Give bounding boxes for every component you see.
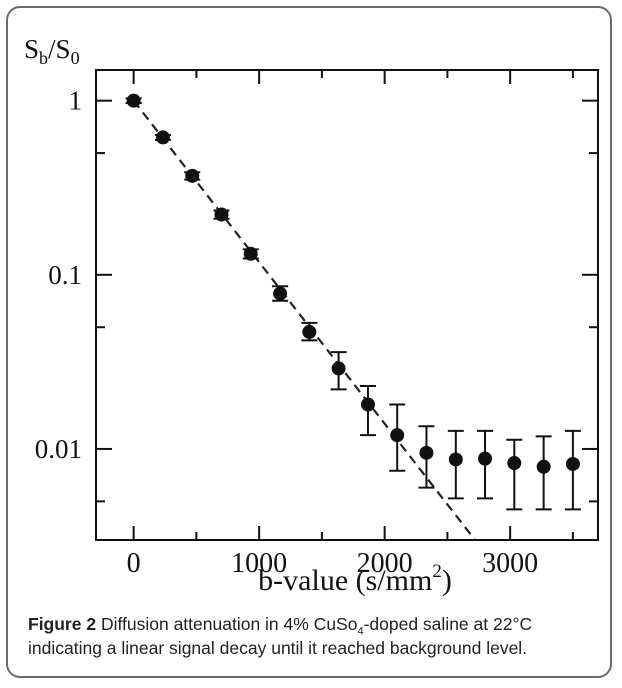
- plot-area: 0 1000 2000 3000 1 0.1 0.01: [35, 69, 599, 579]
- data-point: [302, 324, 317, 339]
- y-axis-label: Sb/S0: [24, 34, 80, 68]
- data-point: [243, 246, 258, 261]
- data-point: [155, 130, 170, 145]
- data-point: [360, 397, 375, 412]
- data-point: [126, 93, 141, 108]
- caption-text-2: -doped saline at 22°C indicating a linea…: [28, 614, 533, 658]
- x-tick-label: 1000: [231, 548, 287, 579]
- data-point: [214, 207, 229, 222]
- data-point: [448, 452, 463, 467]
- data-point: [565, 456, 580, 471]
- data-point: [185, 168, 200, 183]
- x-tick-label: 3000: [482, 548, 538, 579]
- caption-label: Figure 2: [28, 614, 97, 634]
- data-point: [390, 428, 405, 443]
- data-point: [478, 451, 493, 466]
- x-tick-label: 2000: [357, 548, 413, 579]
- x-tick-label: 0: [127, 548, 141, 579]
- y-tick-label: 0.01: [35, 434, 82, 464]
- figure-caption: Figure 2 Diffusion attenuation in 4% CuS…: [28, 612, 598, 660]
- y-tick-label: 1: [69, 86, 83, 116]
- data-point: [331, 361, 346, 376]
- caption-subscript: 4: [357, 625, 364, 638]
- y-tick-label: 0.1: [48, 260, 82, 290]
- data-point: [536, 459, 551, 474]
- caption-text-1: Diffusion attenuation in 4% CuSo: [96, 614, 358, 634]
- fit-line: [132, 99, 476, 541]
- data-point: [507, 456, 522, 471]
- data-point: [419, 445, 434, 460]
- figure-frame: [6, 6, 612, 678]
- plot-frame: [95, 69, 599, 541]
- data-point: [273, 286, 288, 301]
- x-axis-label: b-value (s/mm2): [258, 561, 452, 597]
- chart: 0 1000 2000 3000 1 0.1 0.01 Sb/S0 b-value (s/m…: [24, 34, 599, 597]
